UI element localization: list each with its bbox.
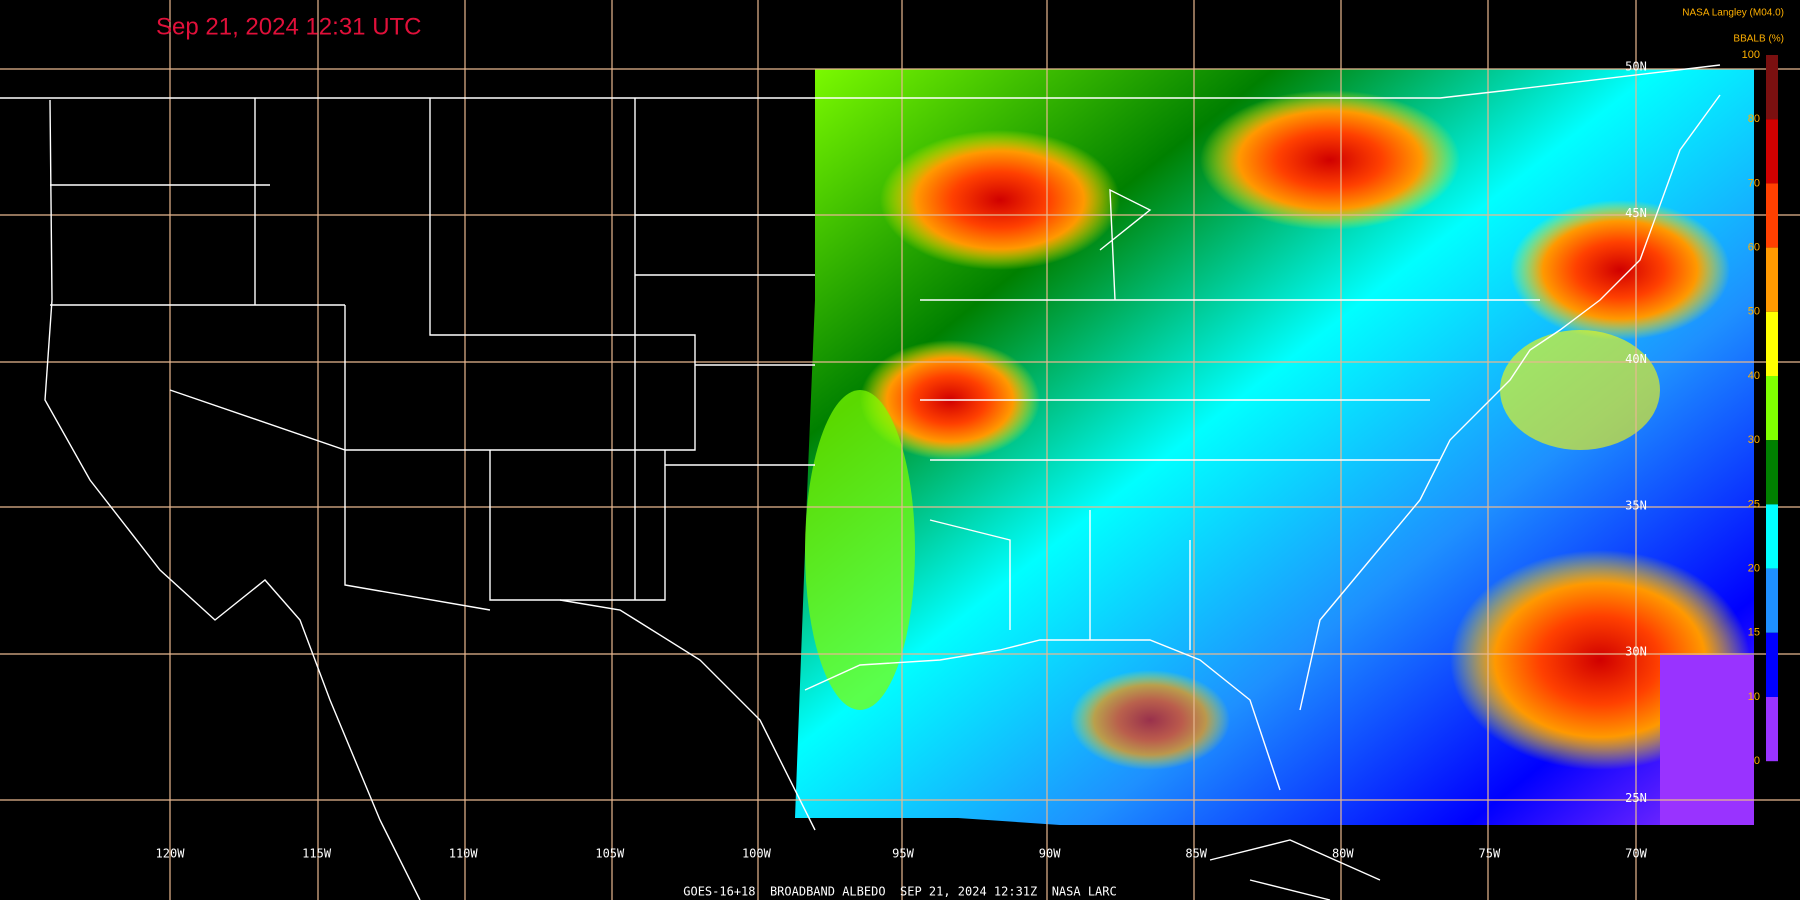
longitude-label: 100W xyxy=(742,847,772,861)
colorbar-label: BBALB (%) xyxy=(1733,34,1784,45)
colorbar-tick-label: 60 xyxy=(1748,242,1760,254)
colorbar-tick-label: 25 xyxy=(1748,498,1760,510)
longitude-label: 95W xyxy=(892,847,914,861)
colorbar-tick-label: 20 xyxy=(1748,563,1760,575)
satellite-image xyxy=(795,69,1754,825)
colorbar-segment xyxy=(1766,504,1778,569)
colorbar-segment xyxy=(1766,697,1778,762)
longitude-label: 110W xyxy=(449,847,479,861)
colorbar-tick-label: 40 xyxy=(1748,370,1760,382)
longitude-label: 120W xyxy=(156,847,186,861)
latitude-label: 35N xyxy=(1625,498,1647,512)
longitude-label: 115W xyxy=(302,847,332,861)
map-title: Sep 21, 2024 12:31 UTC xyxy=(156,13,422,40)
colorbar-segment xyxy=(1766,311,1778,376)
longitude-label: 85W xyxy=(1185,847,1207,861)
latitude-label: 30N xyxy=(1625,645,1647,659)
colorbar-segment xyxy=(1766,568,1778,633)
longitude-label: 105W xyxy=(595,847,625,861)
longitude-label: 75W xyxy=(1479,847,1501,861)
colorbar-tick-label: 70 xyxy=(1748,177,1760,189)
political-borders xyxy=(0,64,1721,900)
source-label: NASA Langley (M04.0) xyxy=(1682,8,1784,19)
colorbar-tick-label: 0 xyxy=(1754,755,1760,767)
colorbar-segment xyxy=(1766,247,1778,312)
colorbar-segment xyxy=(1766,55,1778,120)
colorbar-tick-label: 100 xyxy=(1742,49,1760,61)
colorbar-segment xyxy=(1766,183,1778,248)
colorbar-tick-label: 15 xyxy=(1748,627,1760,639)
colorbar-segment xyxy=(1766,119,1778,184)
latitude-label: 45N xyxy=(1625,206,1647,220)
longitude-label: 70W xyxy=(1625,847,1647,861)
latitude-label: 40N xyxy=(1625,352,1647,366)
colorbar-tick-label: 10 xyxy=(1748,691,1760,703)
colorbar-segment xyxy=(1766,440,1778,505)
colorbar-tick-label: 30 xyxy=(1748,434,1760,446)
latitude-label: 50N xyxy=(1625,60,1647,74)
colorbar-tick-label: 50 xyxy=(1748,306,1760,318)
latitude-label: 25N xyxy=(1625,791,1647,805)
colorbar-segment xyxy=(1766,376,1778,441)
longitude-label: 90W xyxy=(1039,847,1061,861)
longitude-label: 80W xyxy=(1332,847,1354,861)
colorbar-tick-label: 80 xyxy=(1748,113,1760,125)
footer-caption: GOES-16+18 BROADBAND ALBEDO SEP 21, 2024… xyxy=(683,885,1116,899)
colorbar-segment xyxy=(1766,632,1778,697)
